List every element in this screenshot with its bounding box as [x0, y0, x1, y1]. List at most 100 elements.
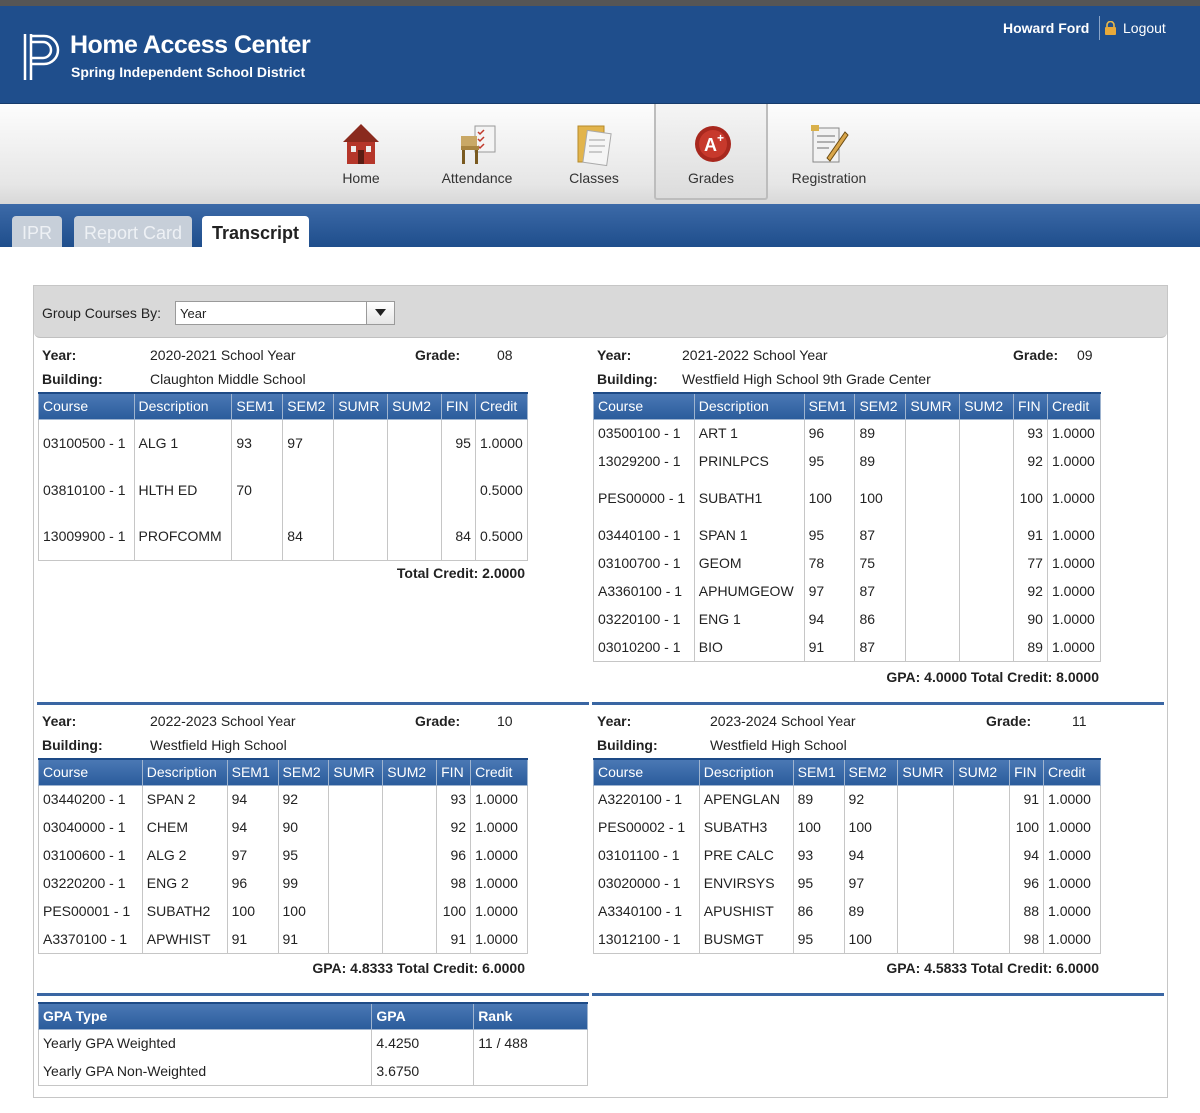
- cell-sum2: [959, 549, 1015, 577]
- nav-registration[interactable]: Registration: [772, 104, 886, 198]
- table-row: 03440200 - 1 SPAN 2 94 92 93 1.0000: [38, 785, 528, 813]
- gpa-summary-table: GPA Type GPA Rank Yearly GPA Weighted 4.4250…: [37, 1002, 588, 1086]
- header-col-sem1: SEM1: [226, 758, 279, 786]
- cell-course: 03440100 - 1: [593, 521, 695, 549]
- cell-fin: 93: [1013, 419, 1048, 447]
- cell-sumr: [333, 419, 389, 466]
- table-row: 03220200 - 1 ENG 2 96 99 98 1.0000: [38, 869, 528, 897]
- cell-credit: 1.0000: [1046, 605, 1102, 633]
- cell-description: ENG 1: [693, 605, 805, 633]
- header-col-sum2: SUM2: [387, 392, 443, 420]
- building-label: Building:: [42, 371, 103, 387]
- header-col-course: Course: [38, 758, 143, 786]
- cell-sem2: 92: [277, 785, 330, 813]
- nav-home[interactable]: Home: [304, 104, 418, 198]
- section-divider: [592, 993, 1164, 996]
- year-total: GPA: 4.8333 Total Credit: 6.0000: [312, 960, 525, 976]
- cell-course: A3220100 - 1: [593, 785, 700, 813]
- table-row: 03440100 - 1 SPAN 1 95 87 91 1.0000: [593, 521, 1102, 549]
- cell-credit: 1.0000: [470, 897, 528, 925]
- cell-fin: 96: [436, 841, 472, 869]
- cell-sem1: 94: [226, 813, 279, 841]
- cell-sum2: [953, 897, 1011, 925]
- cell-fin: 92: [436, 813, 472, 841]
- header-col-sumr: SUMR: [333, 392, 389, 420]
- cell-sem1: 96: [226, 869, 279, 897]
- table-row: 03100500 - 1 ALG 1 93 97 95 1.0000: [38, 419, 529, 466]
- logout-link[interactable]: Logout: [1123, 20, 1166, 36]
- year-label: Year:: [42, 347, 77, 363]
- tab-transcript[interactable]: Transcript: [202, 216, 310, 247]
- header-col-credit: Credit: [1043, 758, 1101, 786]
- cell-sum2: [387, 513, 443, 561]
- cell-description: SUBATH3: [698, 813, 794, 841]
- header-col-fin: FIN: [441, 392, 476, 420]
- table-row: 03020000 - 1 ENVIRSYS 95 97 96 1.0000: [593, 869, 1101, 897]
- group-by-select[interactable]: Year: [175, 301, 395, 325]
- cell-sumr: [328, 869, 384, 897]
- cell-course: A3370100 - 1: [38, 925, 143, 954]
- table-row: PES00000 - 1 SUBATH1 100 100 100 1.0000: [593, 475, 1102, 521]
- cell-sem2: [282, 466, 335, 513]
- cell-fin: 84: [441, 513, 476, 561]
- cell-description: SPAN 1: [693, 521, 805, 549]
- cell-course: 03220200 - 1: [38, 869, 143, 897]
- cell-description: SUBATH1: [693, 475, 805, 521]
- cell-sumr: [897, 925, 955, 954]
- header-col-sumr: SUMR: [905, 392, 961, 420]
- nav-classes[interactable]: Classes: [537, 104, 651, 198]
- cell-sum2: [953, 869, 1011, 897]
- tab-ipr[interactable]: IPR: [12, 216, 63, 247]
- cell-credit: 1.0000: [1046, 549, 1102, 577]
- cell-sem1: 89: [792, 785, 845, 813]
- group-by-label: Group Courses By:: [42, 305, 162, 321]
- cell-description: SUBATH2: [141, 897, 228, 925]
- user-name[interactable]: Howard Ford: [1003, 20, 1090, 36]
- cell-sem1: 100: [803, 475, 856, 521]
- table-header-row: Course Description SEM1 SEM2 SUMR SUM2 FIN Cred…: [38, 758, 528, 786]
- cell-sem1: 95: [792, 869, 845, 897]
- cell-sem2: 89: [843, 897, 899, 925]
- cell-sumr: [328, 841, 384, 869]
- cell-credit: 1.0000: [470, 785, 528, 813]
- cell-credit: 1.0000: [470, 869, 528, 897]
- cell-course: 03100700 - 1: [593, 549, 695, 577]
- cell-fin: 100: [1013, 475, 1048, 521]
- cell-sem2: 89: [854, 447, 907, 475]
- cell-sum2: [959, 521, 1015, 549]
- year-value: 2022-2023 School Year: [150, 713, 296, 729]
- cell-sem1: 97: [226, 841, 279, 869]
- cell-sumr: [328, 897, 384, 925]
- cell-description: APWHIST: [141, 925, 228, 954]
- cell-fin: 92: [1013, 577, 1048, 605]
- cell-credit: 1.0000: [1046, 475, 1102, 521]
- cell-course: 03810100 - 1: [38, 466, 135, 513]
- table-row: 13012100 - 1 BUSMGT 95 100 98 1.0000: [593, 925, 1101, 954]
- cell-sumr: [897, 841, 955, 869]
- cell-sumr: [905, 633, 961, 662]
- table-row: 13009900 - 1 PROFCOMM 84 84 0.5000: [38, 513, 529, 561]
- table-row: Yearly GPA Non-Weighted 3.6750: [37, 1057, 588, 1086]
- cell-gpa-type: Yearly GPA Non-Weighted: [37, 1057, 373, 1086]
- tab-report-card[interactable]: Report Card: [74, 216, 193, 247]
- cell-credit: 1.0000: [1046, 577, 1102, 605]
- cell-sum2: [959, 419, 1015, 447]
- group-by-dropdown-button[interactable]: [366, 302, 394, 324]
- header-gpa-2: Rank: [473, 1002, 588, 1030]
- cell-description: GEOM: [693, 549, 805, 577]
- header-gpa-1: GPA: [371, 1002, 475, 1030]
- header-col-course: Course: [593, 392, 695, 420]
- nav-attendance[interactable]: Attendance: [420, 104, 534, 198]
- home-icon: [343, 124, 379, 164]
- cell-sem2: 100: [854, 475, 907, 521]
- header-col-sem1: SEM1: [792, 758, 845, 786]
- cell-fin: 91: [1013, 521, 1048, 549]
- nav-grades[interactable]: A + Grades: [654, 104, 768, 200]
- cell-sumr: [905, 475, 961, 521]
- year-total: GPA: 4.5833 Total Credit: 6.0000: [886, 960, 1099, 976]
- cell-sem1: 91: [226, 925, 279, 954]
- cell-fin: 88: [1009, 897, 1045, 925]
- cell-description: SPAN 2: [141, 785, 228, 813]
- nav-registration-label: Registration: [791, 170, 867, 186]
- cell-fin: 91: [436, 925, 472, 954]
